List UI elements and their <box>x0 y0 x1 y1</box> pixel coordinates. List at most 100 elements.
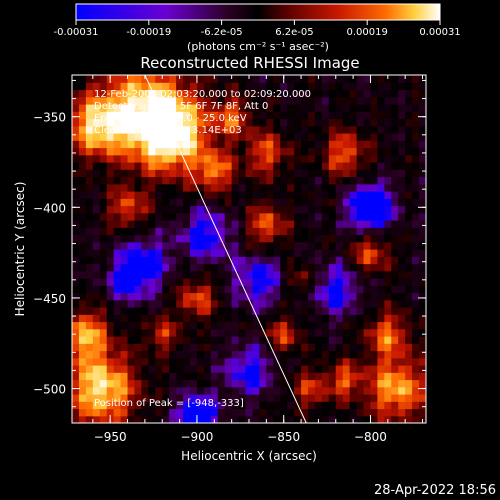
heatmap-cell <box>321 278 330 286</box>
heatmap-cell <box>308 343 316 352</box>
heatmap-cell <box>120 205 129 214</box>
heatmap-cell <box>245 343 254 352</box>
heatmap-cell <box>280 205 288 214</box>
heatmap-cell <box>273 169 281 178</box>
heatmap-cell <box>127 256 136 265</box>
heatmap-cell <box>252 336 261 344</box>
heatmap-cell <box>148 220 156 228</box>
heatmap-cell <box>252 256 261 265</box>
heatmap-cell <box>349 241 358 250</box>
heatmap-cell <box>113 118 122 127</box>
heatmap-cell <box>190 357 198 366</box>
heatmap <box>72 75 426 423</box>
heatmap-cell <box>238 249 247 257</box>
heatmap-cell <box>217 336 226 344</box>
heatmap-cell <box>356 169 365 178</box>
heatmap-cell <box>245 321 254 330</box>
heatmap-cell <box>398 212 406 221</box>
heatmap-cell <box>384 220 392 228</box>
heatmap-cell <box>155 89 163 98</box>
heatmap-cell <box>405 336 413 344</box>
heatmap-cell <box>238 328 247 337</box>
heatmap-cell <box>377 314 385 323</box>
heatmap-cell <box>384 314 392 323</box>
heatmap-cell <box>176 328 184 337</box>
heatmap-cell <box>106 336 115 344</box>
heatmap-cell <box>217 379 226 388</box>
heatmap-cell <box>321 205 330 214</box>
heatmap-cell <box>176 104 184 112</box>
heatmap-cell <box>321 270 330 279</box>
heatmap-cell <box>113 386 122 395</box>
heatmap-cell <box>106 118 115 127</box>
heatmap-cell <box>252 133 261 141</box>
heatmap-cell <box>85 220 94 228</box>
heatmap-cell <box>419 285 426 294</box>
heatmap-cell <box>259 234 267 243</box>
heatmap-cell <box>190 82 198 91</box>
heatmap-cell <box>238 263 247 272</box>
heatmap-cell <box>419 394 426 402</box>
heatmap-cell <box>252 234 261 243</box>
heatmap-cell <box>78 147 87 156</box>
heatmap-cell <box>266 408 274 417</box>
heatmap-cell <box>294 270 302 279</box>
heatmap-cell <box>252 372 261 381</box>
heatmap-cell <box>405 205 413 214</box>
heatmap-cell <box>363 205 372 214</box>
heatmap-cell <box>85 111 94 120</box>
heatmap-cell <box>370 125 379 134</box>
heatmap-cell <box>120 415 129 423</box>
heatmap-cell <box>85 336 94 344</box>
heatmap-cell <box>190 147 198 156</box>
heatmap-cell <box>217 263 226 272</box>
heatmap-cell <box>321 256 330 265</box>
heatmap-cell <box>127 249 136 257</box>
heatmap-cell <box>321 321 330 330</box>
heatmap-cell <box>391 394 399 402</box>
heatmap-cell <box>280 343 288 352</box>
heatmap-cell <box>176 263 184 272</box>
heatmap-cell <box>294 198 302 207</box>
heatmap-cell <box>412 154 420 163</box>
heatmap-cell <box>183 292 191 301</box>
heatmap-cell <box>280 227 288 236</box>
heatmap-cell <box>85 241 94 250</box>
heatmap-cell <box>148 118 156 127</box>
heatmap-cell <box>287 96 295 105</box>
heatmap-cell <box>252 408 261 417</box>
heatmap-cell <box>384 321 392 330</box>
heatmap-cell <box>196 89 205 98</box>
heatmap-cell <box>301 220 309 228</box>
heatmap-cell <box>321 249 330 257</box>
heatmap-cell <box>245 263 254 272</box>
heatmap-cell <box>120 263 129 272</box>
y-tick-label: −350 <box>33 111 66 125</box>
heatmap-cell <box>224 191 233 199</box>
heatmap-cell <box>190 118 198 127</box>
heatmap-cell <box>210 162 219 170</box>
heatmap-cell <box>273 357 281 366</box>
heatmap-cell <box>314 343 323 352</box>
heatmap-cell <box>363 357 372 366</box>
heatmap-cell <box>176 299 184 308</box>
heatmap-cell <box>85 125 94 134</box>
heatmap-cell <box>183 307 191 315</box>
heatmap-cell <box>120 357 129 366</box>
heatmap-cell <box>405 357 413 366</box>
heatmap-cell <box>377 328 385 337</box>
heatmap-cell <box>231 365 240 373</box>
colorbar-ticks: -0.00031 -0.00019 -6.2e-05 6.2e-05 0.00019 0.… <box>54 20 461 38</box>
heatmap-cell <box>92 328 101 337</box>
heatmap-cell <box>169 241 177 250</box>
heatmap-cell <box>169 191 177 199</box>
heatmap-cell <box>384 263 392 272</box>
heatmap-cell <box>127 263 136 272</box>
heatmap-cell <box>349 307 358 315</box>
heatmap-cell <box>203 191 212 199</box>
heatmap-cell <box>398 357 406 366</box>
heatmap-cell <box>196 118 205 127</box>
heatmap-cell <box>356 241 365 250</box>
heatmap-cell <box>398 415 406 423</box>
heatmap-cell <box>259 292 267 301</box>
